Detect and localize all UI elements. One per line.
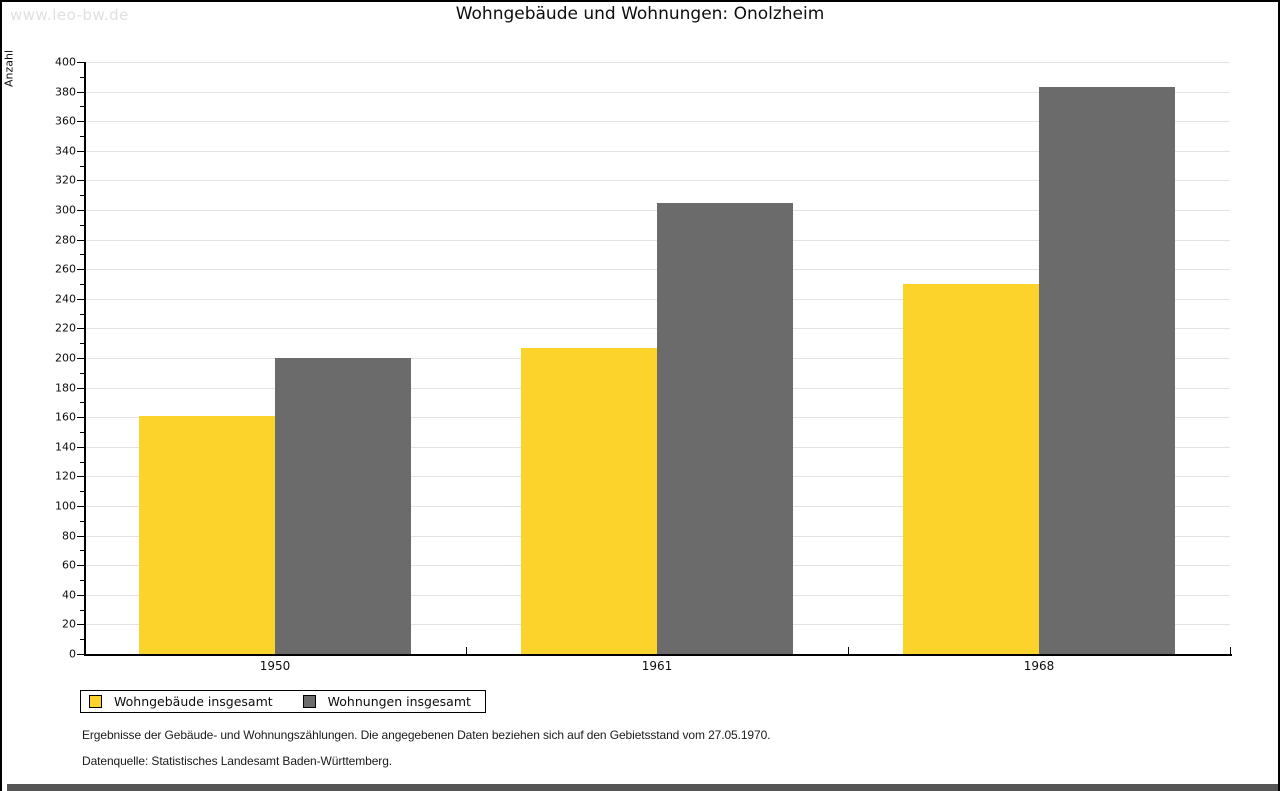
watermark: www.leo-bw.de [10,6,129,24]
y-axis-major-tick [77,476,84,477]
y-gridline [84,180,1230,181]
x-axis-tick [1230,647,1231,654]
y-gridline [84,62,1230,63]
y-tick-label: 20 [62,617,76,631]
x-axis-tick [848,647,849,654]
y-tick-label: 280 [55,233,76,247]
bar-wohnungen-insgesamt-1950 [275,358,411,654]
y-axis-minor-tick [80,462,84,463]
legend: Wohngebäude insgesamt Wohnungen insgesamt [80,690,486,713]
bar-wohnungen-insgesamt-1961 [657,203,793,654]
legend-swatch-icon [302,695,316,708]
y-tick-label: 220 [55,321,76,335]
y-axis-major-tick [77,62,84,63]
y-gridline [84,92,1230,93]
y-axis-minor-tick [80,254,84,255]
y-axis-major-tick [77,388,84,389]
y-tick-label: 160 [55,410,76,424]
legend-item: Wohnungen insgesamt [302,694,471,709]
y-axis-major-tick [77,180,84,181]
y-axis-minor-tick [80,521,84,522]
y-axis-major-tick [77,269,84,270]
y-gridline [84,151,1230,152]
y-axis-major-tick [77,536,84,537]
y-axis-major-tick [77,358,84,359]
y-axis-minor-tick [80,550,84,551]
y-axis-minor-tick [80,195,84,196]
y-axis-major-tick [77,92,84,93]
y-axis-major-tick [77,240,84,241]
y-axis-minor-tick [80,432,84,433]
y-axis-major-tick [77,210,84,211]
y-axis-major-tick [77,654,84,655]
y-axis-minor-tick [80,166,84,167]
y-tick-label: 300 [55,203,76,217]
y-tick-label: 40 [62,588,76,602]
y-axis-minor-tick [80,106,84,107]
footnote-data-source: Datenquelle: Statistisches Landesamt Bad… [82,754,392,768]
y-tick-label: 400 [55,55,76,69]
y-axis-minor-tick [80,343,84,344]
x-axis-line [84,654,1232,656]
y-tick-label: 0 [69,647,76,661]
y-gridline [84,121,1230,122]
y-axis-minor-tick [80,284,84,285]
legend-item: Wohngebäude insgesamt [89,694,273,709]
y-axis-major-tick [77,595,84,596]
y-tick-label: 140 [55,440,76,454]
y-tick-label: 180 [55,381,76,395]
bottom-bar [7,784,1278,791]
y-tick-label: 100 [55,499,76,513]
y-axis-minor-tick [80,639,84,640]
y-axis-major-tick [77,447,84,448]
bar-wohngeb-ude-insgesamt-1968 [903,284,1039,654]
y-axis-major-tick [77,417,84,418]
legend-swatch-icon [89,695,102,708]
y-axis-major-tick [77,121,84,122]
x-axis-label: 1961 [641,659,673,673]
y-tick-label: 240 [55,292,76,306]
y-axis-minor-tick [80,314,84,315]
y-tick-label: 260 [55,262,76,276]
y-tick-label: 340 [55,144,76,158]
y-axis-minor-tick [80,402,84,403]
y-axis-major-tick [77,506,84,507]
y-axis-minor-tick [80,136,84,137]
bar-wohnungen-insgesamt-1968 [1039,87,1175,654]
x-axis-label: 1968 [1023,659,1055,673]
legend-label: Wohngebäude insgesamt [114,694,273,709]
y-axis-line [84,62,86,654]
footnote-source-note: Ergebnisse der Gebäude- und Wohnungszähl… [82,728,771,742]
y-tick-label: 200 [55,351,76,365]
y-axis-minor-tick [80,77,84,78]
y-axis-major-tick [77,565,84,566]
y-tick-label: 120 [55,469,76,483]
y-axis-minor-tick [80,491,84,492]
y-tick-label: 380 [55,85,76,99]
y-axis-minor-tick [80,580,84,581]
y-axis-major-tick [77,328,84,329]
bar-wohngeb-ude-insgesamt-1950 [139,416,275,654]
y-axis-major-tick [77,151,84,152]
y-axis-minor-tick [80,373,84,374]
y-tick-label: 320 [55,173,76,187]
y-axis-minor-tick [80,225,84,226]
y-tick-label: 360 [55,114,76,128]
y-axis-minor-tick [80,610,84,611]
x-axis-label: 1950 [259,659,291,673]
bar-wohngeb-ude-insgesamt-1961 [521,348,657,654]
y-tick-label: 80 [62,529,76,543]
chart-title: Wohngebäude und Wohnungen: Onolzheim [455,4,825,24]
legend-label: Wohnungen insgesamt [327,694,471,709]
y-tick-label: 60 [62,558,76,572]
x-axis-tick [466,647,467,654]
y-axis-major-tick [77,624,84,625]
y-axis-major-tick [77,299,84,300]
